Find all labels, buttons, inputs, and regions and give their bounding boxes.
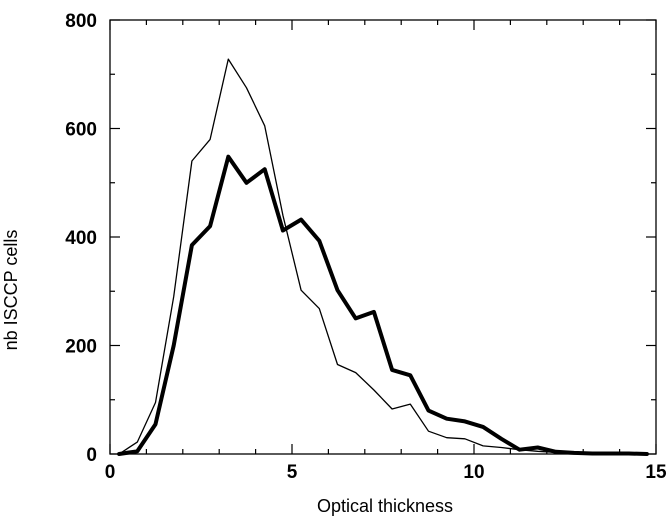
series-line-thick <box>117 154 649 456</box>
y-tick-label: 400 <box>65 228 97 249</box>
plot-border <box>109 19 657 455</box>
x-axis-label: Optical thickness <box>317 496 453 516</box>
x-tick-label: 15 <box>645 462 667 483</box>
plot-frame <box>109 19 657 455</box>
y-tick-labels: 0 200 400 600 800 <box>65 11 97 466</box>
y-tick-label: 600 <box>65 120 97 141</box>
y-tick-label: 200 <box>65 337 97 358</box>
x-tick-label: 5 <box>287 462 298 483</box>
y-axis-label: nb ISCCP cells <box>1 230 21 351</box>
x-tick-label: 0 <box>105 462 116 483</box>
series-line-thin <box>118 58 648 455</box>
x-tick-labels: 0 5 10 15 <box>105 462 667 483</box>
series-layer <box>117 58 649 456</box>
x-ticks <box>109 20 657 454</box>
y-tick-label: 800 <box>65 11 97 32</box>
x-tick-label: 10 <box>463 462 484 483</box>
y-ticks <box>110 19 656 455</box>
y-tick-label: 0 <box>86 445 97 466</box>
